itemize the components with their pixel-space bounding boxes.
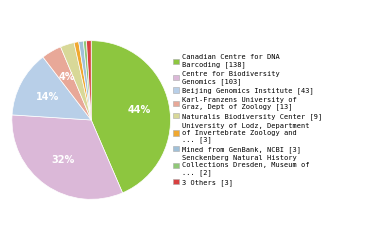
Wedge shape (60, 42, 91, 120)
Wedge shape (83, 41, 91, 120)
Wedge shape (43, 47, 91, 120)
Wedge shape (87, 41, 91, 120)
Text: 14%: 14% (36, 92, 59, 102)
Wedge shape (12, 115, 122, 199)
Legend: Canadian Centre for DNA
Barcoding [138], Centre for Biodiversity
Genomics [103],: Canadian Centre for DNA Barcoding [138],… (172, 53, 323, 187)
Text: 32%: 32% (51, 155, 74, 165)
Wedge shape (91, 41, 171, 193)
Text: 4%: 4% (58, 72, 75, 83)
Wedge shape (12, 57, 91, 120)
Wedge shape (79, 41, 91, 120)
Text: 44%: 44% (128, 105, 151, 115)
Wedge shape (74, 42, 91, 120)
